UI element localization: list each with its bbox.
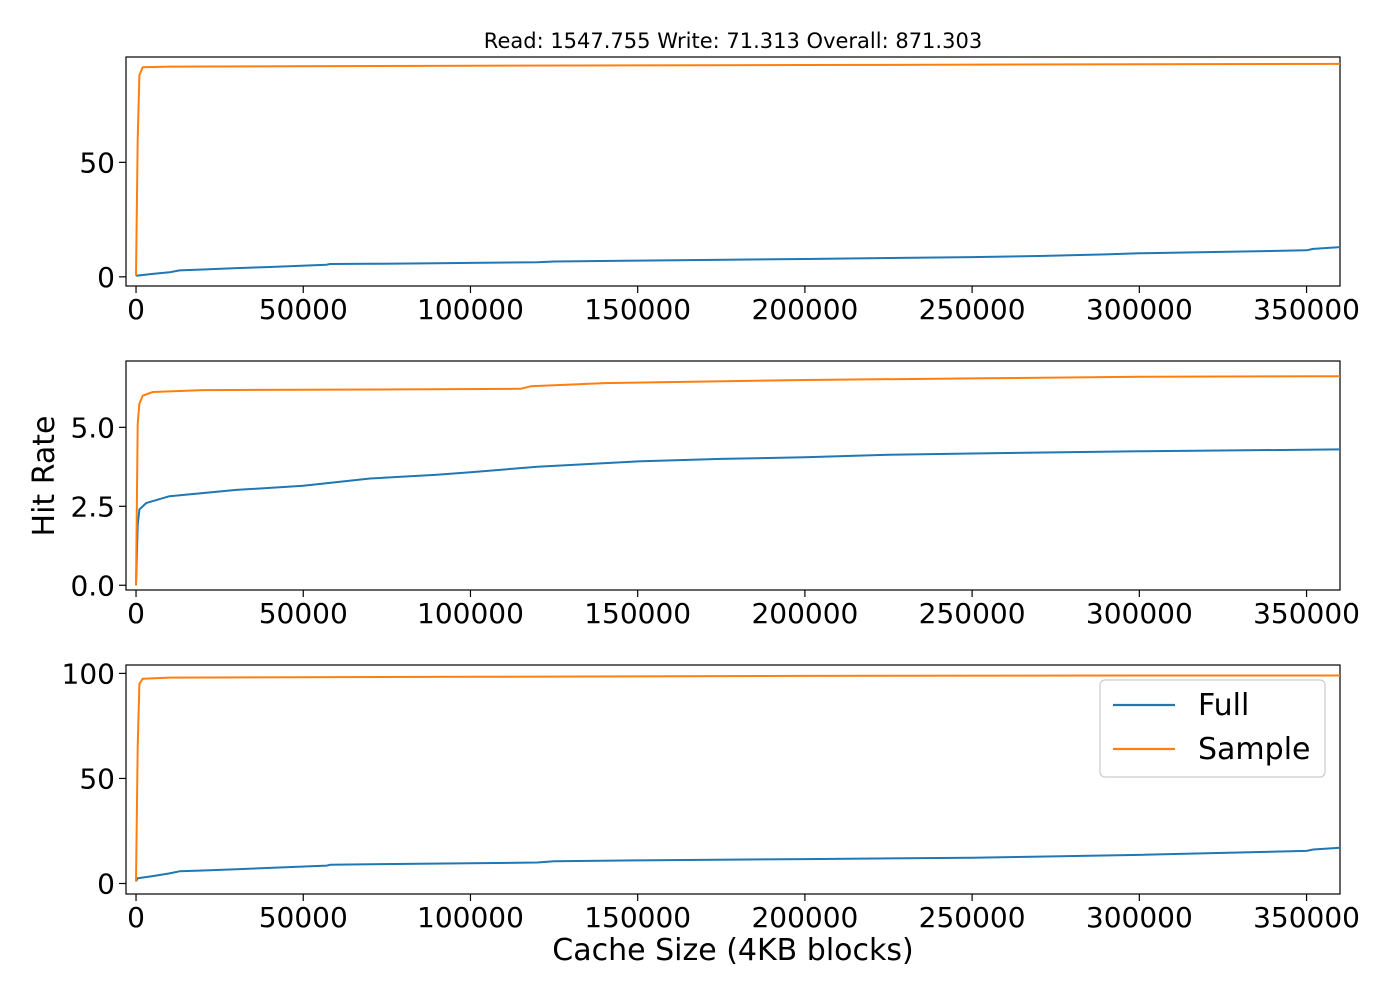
panel-bottom: 0 50000 100000 150000 200000 250000 300000 3500… xyxy=(62,657,1360,934)
panel-top: 0 50000 100000 150000 200000 250000 300000 3500… xyxy=(79,56,1360,326)
x-tick-label-middle-3: 150000 xyxy=(584,597,691,630)
series-line-full-bottom xyxy=(135,846,1341,882)
series-line-sample-top xyxy=(135,62,1341,276)
x-tick-label-top-4: 200000 xyxy=(751,293,858,326)
series-line-sample-middle xyxy=(135,375,1341,586)
series-line-full-middle xyxy=(135,448,1341,586)
legend: Full Sample xyxy=(1099,679,1326,778)
panel-bottom-frame xyxy=(125,664,1341,895)
x-tick-label-middle-4: 200000 xyxy=(751,597,858,630)
series-line-sample-bottom xyxy=(135,674,1340,882)
y-tick-label-top-0: 0 xyxy=(97,261,115,294)
panel-middle: 0 50000 100000 150000 200000 250000 300000 3500… xyxy=(70,360,1360,630)
x-tick-label-bottom-5: 250000 xyxy=(919,901,1026,934)
series-line-full-top xyxy=(135,246,1341,277)
x-tick-label-middle-6: 300000 xyxy=(1086,597,1193,630)
x-tick-label-bottom-6: 300000 xyxy=(1086,901,1193,934)
panel-middle-frame xyxy=(125,360,1341,591)
legend-label-full: Full xyxy=(1198,688,1249,723)
x-tick-label-top-3: 150000 xyxy=(584,293,691,326)
x-tick-label-top-2: 100000 xyxy=(417,293,524,326)
x-tick-label-middle-5: 250000 xyxy=(919,597,1026,630)
x-tick-label-bottom-3: 150000 xyxy=(584,901,691,934)
legend-label-sample: Sample xyxy=(1198,732,1311,767)
x-tick-label-bottom-7: 350000 xyxy=(1253,901,1360,934)
y-tick-label-middle-1: 2.5 xyxy=(70,490,115,523)
x-tick-label-top-0: 0 xyxy=(127,293,145,326)
x-tick-label-top-7: 350000 xyxy=(1253,293,1360,326)
y-tick-label-bottom-2: 100 xyxy=(62,657,115,690)
x-tick-label-middle-7: 350000 xyxy=(1253,597,1360,630)
x-tick-label-top-1: 50000 xyxy=(259,293,348,326)
y-tick-label-bottom-0: 0 xyxy=(97,867,115,900)
x-tick-label-bottom-0: 0 xyxy=(127,901,145,934)
x-tick-label-bottom-1: 50000 xyxy=(259,901,348,934)
y-tick-label-middle-0: 0.0 xyxy=(70,569,115,602)
x-tick-label-top-5: 250000 xyxy=(919,293,1026,326)
panel-top-frame xyxy=(125,56,1341,287)
y-tick-label-bottom-1: 50 xyxy=(79,762,115,795)
x-tick-label-bottom-2: 100000 xyxy=(417,901,524,934)
x-tick-label-middle-2: 100000 xyxy=(417,597,524,630)
y-axis-label: Hit Rate xyxy=(27,416,62,537)
x-axis-label: Cache Size (4KB blocks) xyxy=(552,933,913,968)
x-tick-label-middle-0: 0 xyxy=(127,597,145,630)
x-tick-label-middle-1: 50000 xyxy=(259,597,348,630)
chart-title: Read: 1547.755 Write: 71.313 Overall: 87… xyxy=(484,29,982,53)
y-tick-label-middle-2: 5.0 xyxy=(70,411,115,444)
x-tick-label-top-6: 300000 xyxy=(1086,293,1193,326)
x-tick-label-bottom-4: 200000 xyxy=(751,901,858,934)
y-tick-label-top-1: 50 xyxy=(79,146,115,179)
